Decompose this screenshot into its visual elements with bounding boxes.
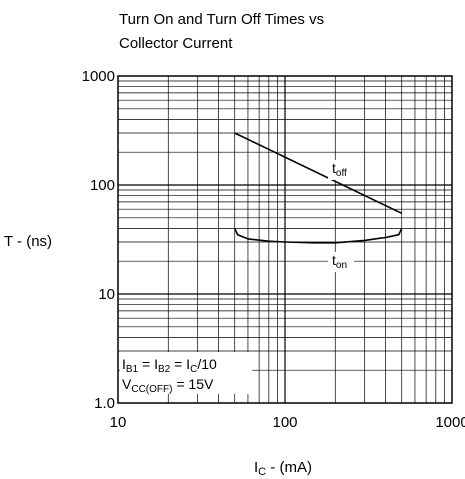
plot-frame — [117, 75, 453, 404]
tick-labels: 10 100 1000 1.0 10 100 1000 — [82, 68, 465, 431]
y-tick-label: 10 — [98, 286, 115, 303]
series-line-ton — [233, 228, 403, 244]
annotation-supply-voltage: VCC(OFF) = 15V — [122, 376, 214, 395]
toff-label-background — [328, 160, 356, 180]
x-tick-label: 1000 — [435, 414, 465, 431]
y-tick-label: 1000 — [82, 68, 115, 85]
x-tick-label: 10 — [110, 414, 127, 431]
series-line-toff — [234, 132, 403, 215]
annotation-base-current: IB1 = IB2 = IC/10 — [122, 356, 217, 375]
x-tick-label: 100 — [272, 414, 297, 431]
series-label-ton: ton — [332, 252, 347, 271]
x-axis-label: IC - (mA) — [254, 459, 312, 478]
grid — [118, 76, 452, 403]
y-axis-label: T - (ns) — [4, 233, 52, 250]
y-tick-label: 1.0 — [94, 395, 115, 412]
ton-label-background — [328, 252, 354, 272]
series — [233, 132, 403, 244]
y-tick-label: 100 — [90, 177, 115, 194]
chart-title-line-1: Turn On and Turn Off Times vs — [119, 11, 324, 28]
chart-title-line-2: Collector Current — [119, 35, 233, 52]
series-label-toff: toff — [332, 160, 347, 179]
annotation-background — [120, 352, 252, 394]
